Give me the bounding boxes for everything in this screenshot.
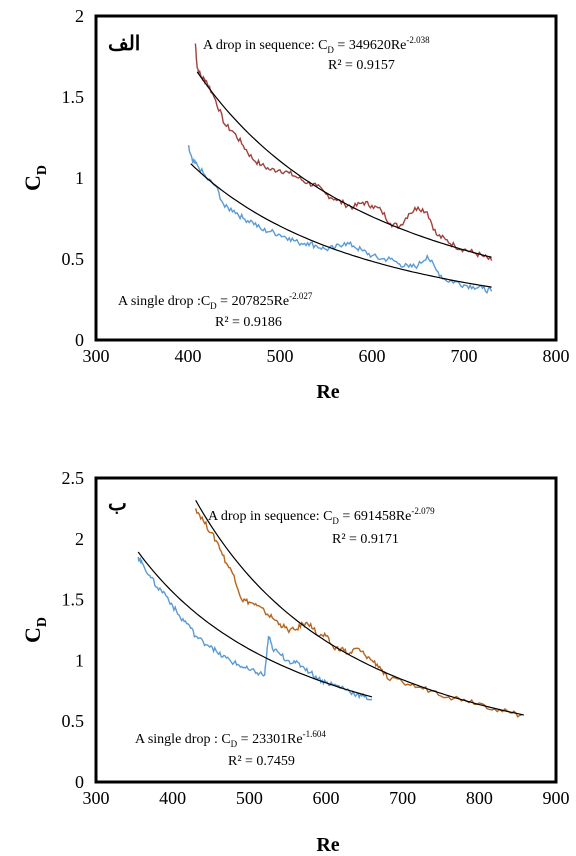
y-tick-label: 2: [75, 529, 84, 549]
x-tick-label: 500: [236, 788, 263, 808]
y-tick-label: 1.5: [62, 87, 85, 107]
x-axis-label-2: Re: [316, 834, 339, 856]
sequence-equation-2: A drop in sequence: CD = 691458Re-2.079: [208, 506, 435, 526]
y-tick-label: 0: [75, 330, 84, 350]
tick-layer-2: 300 400 500 600 700 800 900 0 0.5 1 1.5 2 2.5: [62, 468, 570, 808]
sequence-data-line: [195, 508, 522, 718]
sequence-fit-curve: [196, 71, 492, 258]
x-tick-label: 500: [267, 346, 294, 366]
x-axis-label-1: Re: [316, 381, 339, 403]
sequence-data-line: [194, 43, 493, 261]
y-tick-label: 0: [75, 772, 84, 792]
x-tick-label: 300: [83, 788, 110, 808]
tick-layer-1: 300 400 500 600 700 800 0 0.5 1 1.5 2: [62, 6, 570, 366]
x-tick-label: 700: [451, 346, 478, 366]
y-tick-label: 1: [75, 168, 84, 188]
single-r2-1: R² = 0.9186: [215, 315, 282, 330]
x-tick-label: 600: [313, 788, 340, 808]
single-data-line: [187, 144, 493, 294]
y-tick-label: 0.5: [62, 249, 85, 269]
y-axis-label-2: CD: [20, 617, 50, 643]
y-tick-label: 0.5: [62, 711, 85, 731]
x-tick-label: 600: [359, 346, 386, 366]
x-tick-label: 400: [159, 788, 186, 808]
series-layer-2: [137, 500, 524, 718]
x-tick-label: 300: [83, 346, 110, 366]
single-equation-2: A single drop : CD = 23301Re-1.604: [135, 729, 326, 749]
y-tick-label: 2.5: [62, 468, 85, 488]
single-equation-1: A single drop :CD = 207825Re-2.027: [118, 291, 313, 311]
single-fit-curve: [137, 551, 373, 698]
x-tick-label: 400: [175, 346, 202, 366]
sequence-equation-1: A drop in sequence: CD = 349620Re-2.038: [203, 35, 430, 55]
x-tick-label: 800: [543, 346, 570, 366]
chart-panel-2: ب 300 400 500 600 700 800 900 0 0.5 1 1.5 2 2.5 A dr…: [20, 468, 570, 856]
x-tick-label: 700: [389, 788, 416, 808]
chart-panel-1: الف 300 400 500 600 700 800 0 0.5 1 1.5 2 A drop i…: [20, 6, 570, 403]
single-data-line: [137, 556, 373, 701]
single-fit-curve: [190, 163, 492, 288]
sequence-r2-1: R² = 0.9157: [328, 58, 395, 73]
sequence-r2-2: R² = 0.9171: [332, 532, 399, 547]
plot-area-2: [94, 476, 558, 784]
y-axis-label-1: CD: [20, 165, 50, 191]
panel-label-2: ب: [108, 493, 127, 515]
y-tick-label: 1.5: [62, 590, 85, 610]
panel-label-1: الف: [108, 33, 140, 55]
x-tick-label: 800: [466, 788, 493, 808]
x-tick-label: 900: [543, 788, 570, 808]
series-layer-1: [187, 43, 493, 294]
single-r2-2: R² = 0.7459: [228, 754, 295, 769]
y-tick-label: 2: [75, 6, 84, 26]
y-tick-label: 1: [75, 650, 84, 670]
sequence-fit-curve: [195, 500, 524, 716]
